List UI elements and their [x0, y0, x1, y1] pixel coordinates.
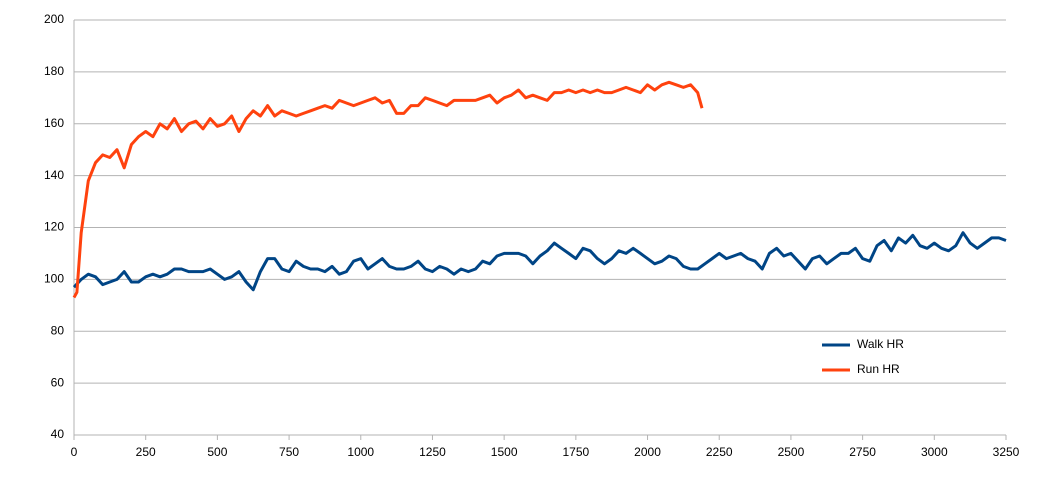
y-tick-label: 140 [44, 168, 64, 182]
y-tick-label: 180 [44, 64, 64, 78]
x-tick-label: 3250 [993, 445, 1020, 459]
x-tick-label: 1500 [491, 445, 518, 459]
x-tick-label: 2000 [634, 445, 661, 459]
legend-label: Walk HR [857, 337, 904, 351]
x-tick-label: 500 [207, 445, 227, 459]
y-tick-label: 160 [44, 116, 64, 130]
legend-label: Run HR [857, 362, 900, 376]
series-line [72, 231, 1007, 292]
x-tick-label: 2250 [706, 445, 733, 459]
y-tick-label: 120 [44, 220, 64, 234]
y-tick-label: 60 [51, 375, 65, 389]
x-tick-label: 2500 [778, 445, 805, 459]
x-tick-label: 1250 [419, 445, 446, 459]
x-tick-label: 0 [71, 445, 78, 459]
y-tick-label: 40 [51, 427, 65, 441]
series-line [72, 80, 704, 299]
x-tick-label: 250 [136, 445, 156, 459]
x-tick-label: 1000 [347, 445, 374, 459]
x-tick-label: 3000 [921, 445, 948, 459]
x-tick-label: 1750 [562, 445, 589, 459]
x-tick-label: 2750 [849, 445, 876, 459]
y-tick-label: 200 [44, 12, 64, 26]
y-tick-label: 100 [44, 272, 64, 286]
y-tick-label: 80 [51, 323, 65, 337]
x-tick-label: 750 [279, 445, 299, 459]
